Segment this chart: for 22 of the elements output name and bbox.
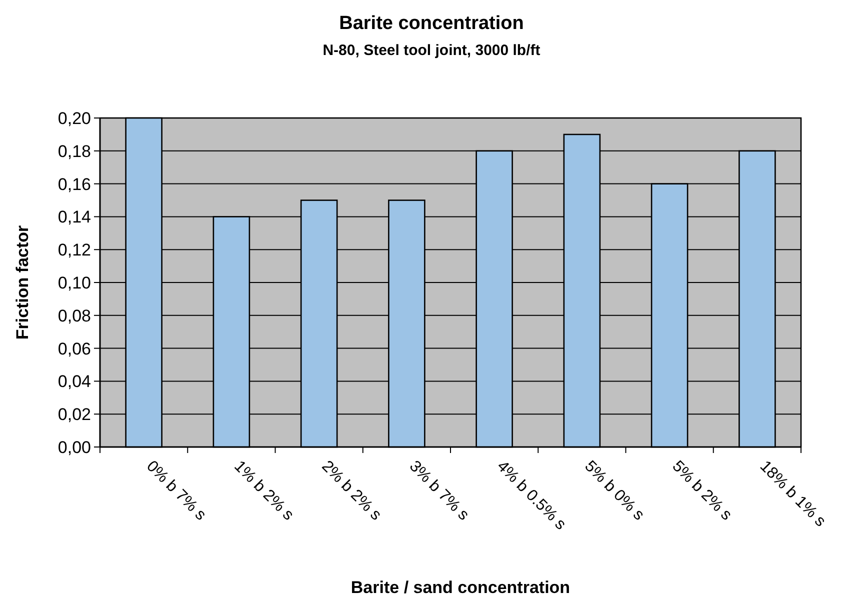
x-tick-label: 5% b 0% s [581,458,648,524]
x-tick-label: 18% b 1% s [756,458,829,530]
y-tick-label: 0,02 [58,405,91,424]
y-tick-label: 0,08 [58,306,91,326]
x-tick-label: 2% b 2% s [318,458,384,524]
y-tick-label: 0,12 [58,240,91,260]
y-tick-label: 0,06 [58,339,91,358]
y-tick-label: 0,20 [58,108,91,128]
y-tick-label: 0,00 [58,438,91,457]
x-tick-label: 1% b 2% s [230,458,297,524]
y-tick-label: 0,16 [58,174,91,194]
chart-subtitle: N-80, Steel tool joint, 3000 lb/ft [322,42,540,59]
x-tick-label: 5% b 2% s [668,458,735,524]
x-tick-label: 0% b 7% s [142,458,210,524]
y-tick-label: 0,18 [58,142,91,161]
x-tick-label: 3% b 7% s [406,458,472,524]
chart-title: Barite concentration [339,13,524,34]
y-tick-label: 0,04 [58,372,91,392]
y-tick-label: 0,10 [58,273,91,292]
x-axis-title: Barite / sand concentration [350,578,570,597]
y-axis-title: Friction factor [13,224,32,340]
y-tick-label: 0,14 [58,208,91,227]
